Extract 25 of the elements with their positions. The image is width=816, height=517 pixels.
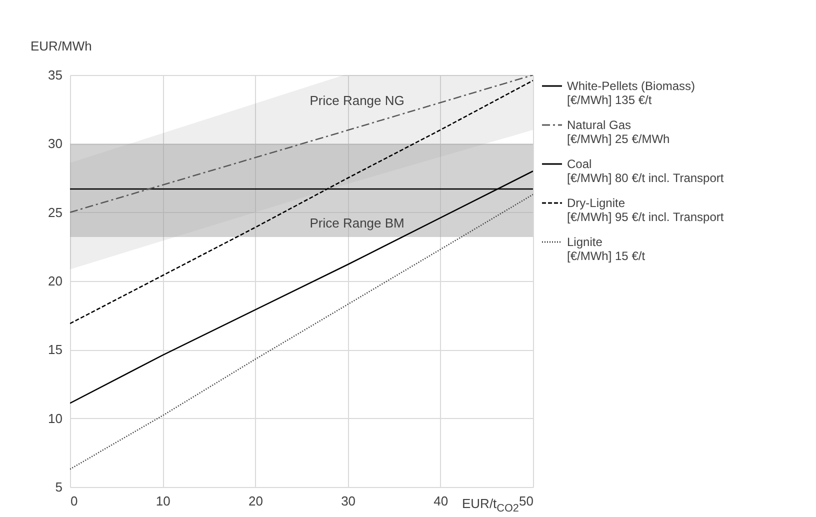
x-axis-title: EUR/t$_{CO2}$ (462, 496, 519, 515)
annotation: Price Range NG (310, 92, 404, 108)
y-tick-label: 10 (48, 410, 62, 426)
legend-label: Dry-Lignite [€/MWh] 95 €/t incl. Transport (567, 196, 724, 224)
y-tick-label: 20 (48, 274, 62, 288)
y-tick-label: 30 (48, 136, 62, 152)
y-tick-label: 5 (55, 480, 62, 494)
x-tick-label: 10 (156, 494, 170, 508)
line-series (70, 170, 533, 404)
y-tick-label: 25 (48, 204, 62, 220)
x-tick-label: 50 (519, 494, 534, 508)
y-tick-label: 15 (48, 342, 62, 358)
x-tick-label: 0 (70, 494, 78, 508)
legend-label: Coal [€/MWh] 80 €/t incl. Transport (567, 157, 724, 185)
y-axis-title: EUR/MWh (30, 38, 92, 54)
x-tick-label: 40 (434, 494, 448, 508)
y-tick-label: 35 (48, 68, 62, 82)
annotation: Price Range BM (310, 215, 404, 230)
line-series (70, 194, 533, 470)
legend-label: White-Pellets (Biomass) [€/MWh] 135 €/t (567, 79, 696, 107)
legend-label: Natural Gas [€/MWh] 25 €/MWh (567, 118, 670, 146)
legend-label: Lignite [€/MWh] 15 €/t (567, 235, 646, 263)
line-series (70, 80, 533, 324)
x-tick-label: 30 (341, 494, 356, 508)
x-tick-label: 20 (248, 494, 263, 508)
